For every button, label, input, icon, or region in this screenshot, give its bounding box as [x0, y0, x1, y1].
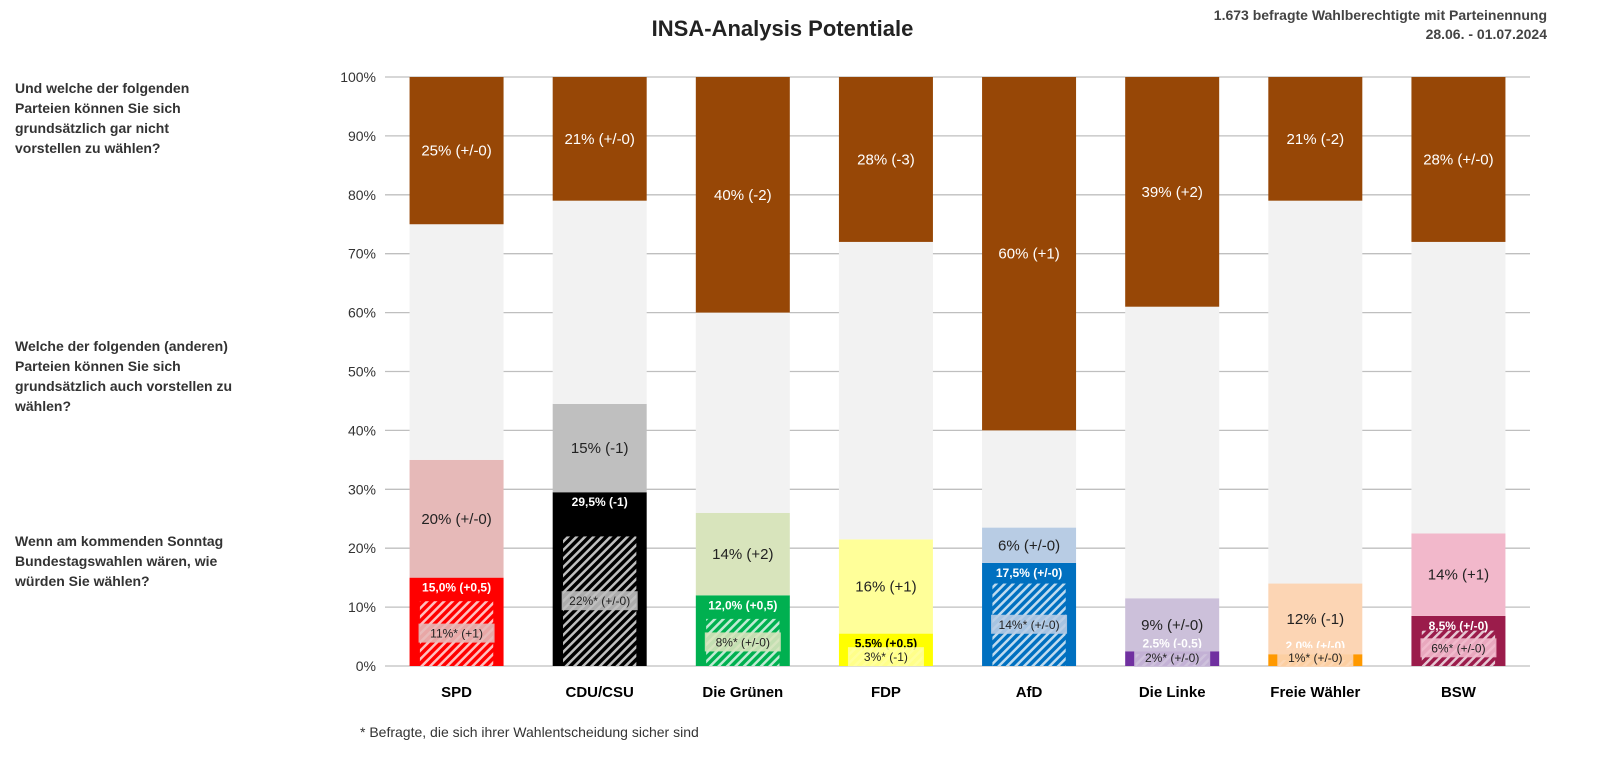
- sure-label-box: [418, 623, 495, 643]
- neutral-bar: [1125, 306, 1220, 599]
- vote-label: 2,5% (-0,5): [1143, 636, 1202, 650]
- question-potential: Welche der folgenden (anderen) Parteien …: [15, 338, 233, 414]
- reject-label: 60% (+1): [998, 246, 1059, 263]
- reject-label: 21% (+/-0): [564, 131, 634, 148]
- potential-label: 9% (+/-0): [1141, 617, 1203, 634]
- sure-label-box: [704, 632, 781, 652]
- reject-bar: [838, 77, 933, 242]
- reject-label: 28% (+/-0): [1423, 151, 1493, 168]
- question-vote: Wenn am kommenden Sonntag Bundestagswahl…: [15, 533, 224, 589]
- potential-label: 12% (-1): [1287, 611, 1345, 628]
- y-tick-label: 100%: [340, 69, 376, 85]
- neutral-bar: [695, 312, 790, 513]
- category-label: BSW: [1441, 684, 1477, 701]
- potential-bar: [838, 539, 933, 634]
- sure-label: 3%* (-1): [864, 650, 908, 664]
- category-label: FDP: [871, 684, 901, 701]
- reject-label: 28% (-3): [857, 151, 915, 168]
- question-reject: Und welche der folgenden Parteien können…: [15, 80, 190, 156]
- y-tick-label: 30%: [348, 481, 376, 497]
- category-label: SPD: [441, 684, 472, 701]
- vote-label: 15,0% (+0,5): [422, 581, 491, 595]
- reject-bar: [409, 77, 504, 225]
- sure-label-box: [1420, 638, 1497, 658]
- footnote: * Befragte, die sich ihrer Wahlentscheid…: [360, 724, 699, 740]
- sure-label-box: [561, 591, 638, 611]
- y-tick-label: 70%: [348, 246, 376, 262]
- potential-bar: [409, 459, 504, 578]
- vote-label: 8,5% (+/-0): [1429, 619, 1489, 633]
- category-label: CDU/CSU: [566, 684, 634, 701]
- sure-label-box: [991, 614, 1068, 634]
- neutral-bar: [552, 200, 647, 404]
- vote-label: 17,5% (+/-0): [996, 566, 1062, 580]
- reject-bar: [1268, 77, 1363, 201]
- potential-label: 14% (+2): [712, 546, 773, 563]
- category-label: Freie Wähler: [1270, 684, 1360, 701]
- potential-label: 16% (+1): [855, 578, 916, 595]
- sample-size: 1.673 befragte Wahlberechtigte mit Parte…: [1213, 7, 1547, 23]
- survey-date: 28.06. - 01.07.2024: [1425, 26, 1547, 42]
- sure-label: 8%* (+/-0): [716, 635, 770, 649]
- reject-bar: [1411, 77, 1506, 242]
- potential-bar: [1268, 583, 1363, 655]
- sure-label: 11%* (+1): [430, 627, 483, 641]
- y-tick-label: 0%: [356, 658, 376, 674]
- y-tick-label: 60%: [348, 305, 376, 321]
- potential-bar: [695, 512, 790, 596]
- y-tick-label: 40%: [348, 422, 376, 438]
- reject-bar: [552, 77, 647, 201]
- reject-bar: [982, 77, 1077, 431]
- reject-bar: [1125, 77, 1220, 307]
- survey-meta: 1.673 befragte Wahlberechtigte mit Parte…: [1214, 6, 1547, 44]
- chart-title: INSA-Analysis Potentiale: [651, 16, 914, 41]
- potential-label: 15% (-1): [571, 440, 629, 457]
- sure-label: 14%* (+/-0): [999, 618, 1060, 632]
- category-label: Die Grünen: [702, 684, 783, 701]
- vote-label: 12,0% (+0,5): [708, 598, 777, 612]
- sure-label-box: [1277, 648, 1354, 667]
- y-tick-label: 80%: [348, 187, 376, 203]
- category-label: Die Linke: [1139, 684, 1206, 701]
- y-tick-label: 50%: [348, 364, 376, 380]
- neutral-bar: [409, 224, 504, 460]
- y-tick-label: 90%: [348, 128, 376, 144]
- potential-label: 14% (+1): [1428, 567, 1489, 584]
- potential-bar: [1125, 598, 1220, 652]
- potential-bar: [552, 403, 647, 493]
- reject-label: 25% (+/-0): [421, 143, 491, 160]
- sure-label: 22%* (+/-0): [569, 594, 630, 608]
- vote-label: 5,5% (+0,5): [855, 637, 917, 651]
- sure-label: 2%* (+/-0): [1145, 651, 1199, 665]
- category-label: AfD: [1016, 684, 1043, 701]
- neutral-bar: [1268, 200, 1363, 584]
- neutral-bar: [838, 241, 933, 540]
- potential-label: 20% (+/-0): [421, 511, 491, 528]
- sure-label-box: [847, 647, 924, 667]
- potential-bar: [982, 527, 1077, 563]
- reject-label: 40% (-2): [714, 187, 772, 204]
- potential-label: 6% (+/-0): [998, 537, 1060, 554]
- reject-label: 21% (-2): [1287, 131, 1345, 148]
- neutral-bar: [1411, 241, 1506, 534]
- sure-label: 6%* (+/-0): [1431, 641, 1485, 655]
- potential-bar: [1411, 533, 1506, 616]
- sure-label-box: [1134, 648, 1211, 667]
- neutral-bar: [982, 430, 1077, 528]
- vote-label: 29,5% (-1): [572, 495, 628, 509]
- y-tick-label: 10%: [348, 599, 376, 615]
- reject-bar: [695, 77, 790, 313]
- y-tick-label: 20%: [348, 540, 376, 556]
- sure-label: 1%* (+/-0): [1288, 651, 1342, 665]
- reject-label: 39% (+2): [1142, 184, 1203, 201]
